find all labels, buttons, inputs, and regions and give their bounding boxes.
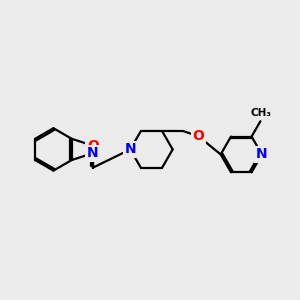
Text: N: N (124, 142, 136, 156)
Text: N: N (87, 146, 99, 160)
Text: O: O (193, 129, 205, 143)
Text: CH₃: CH₃ (250, 108, 272, 118)
Text: O: O (87, 139, 99, 153)
Text: N: N (256, 147, 268, 161)
